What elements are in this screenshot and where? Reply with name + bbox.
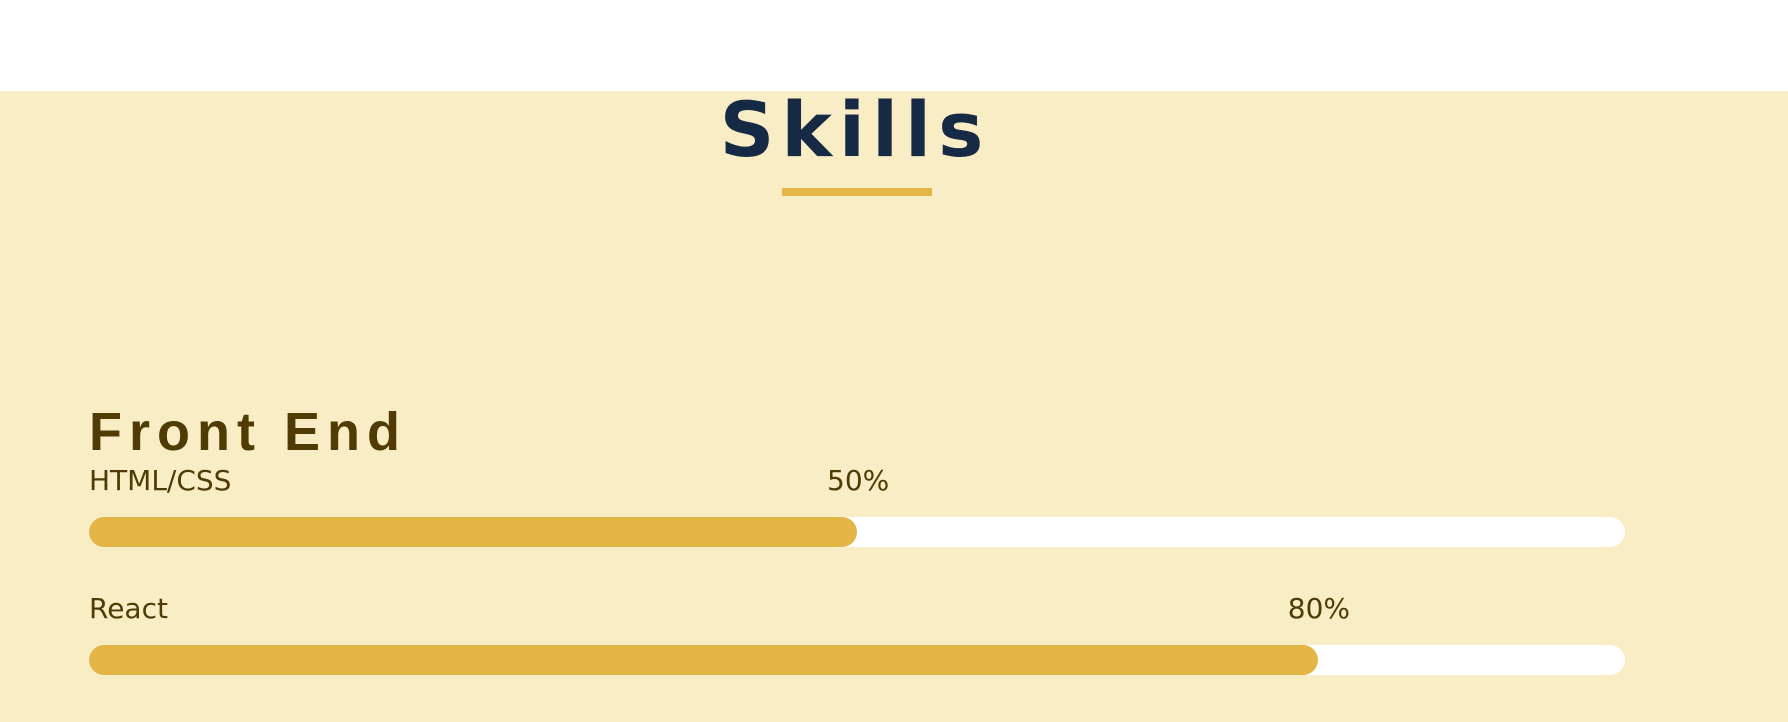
- skill-label: React: [89, 592, 168, 625]
- progress-fill: [89, 645, 1318, 675]
- section-title: Skills: [719, 85, 991, 174]
- skill-group-title: Front End: [89, 401, 407, 462]
- skill-percent: 80%: [1287, 592, 1351, 625]
- progress-track: [89, 645, 1625, 675]
- skill-percent: 50%: [827, 464, 890, 497]
- progress-fill: [89, 517, 857, 547]
- progress-track: [89, 517, 1625, 547]
- skills-section: Skills Front End HTML/CSS 50% React 80%: [0, 85, 1788, 722]
- page-top-space: [0, 0, 1788, 91]
- title-underline: [782, 188, 932, 196]
- skill-label: HTML/CSS: [89, 464, 232, 497]
